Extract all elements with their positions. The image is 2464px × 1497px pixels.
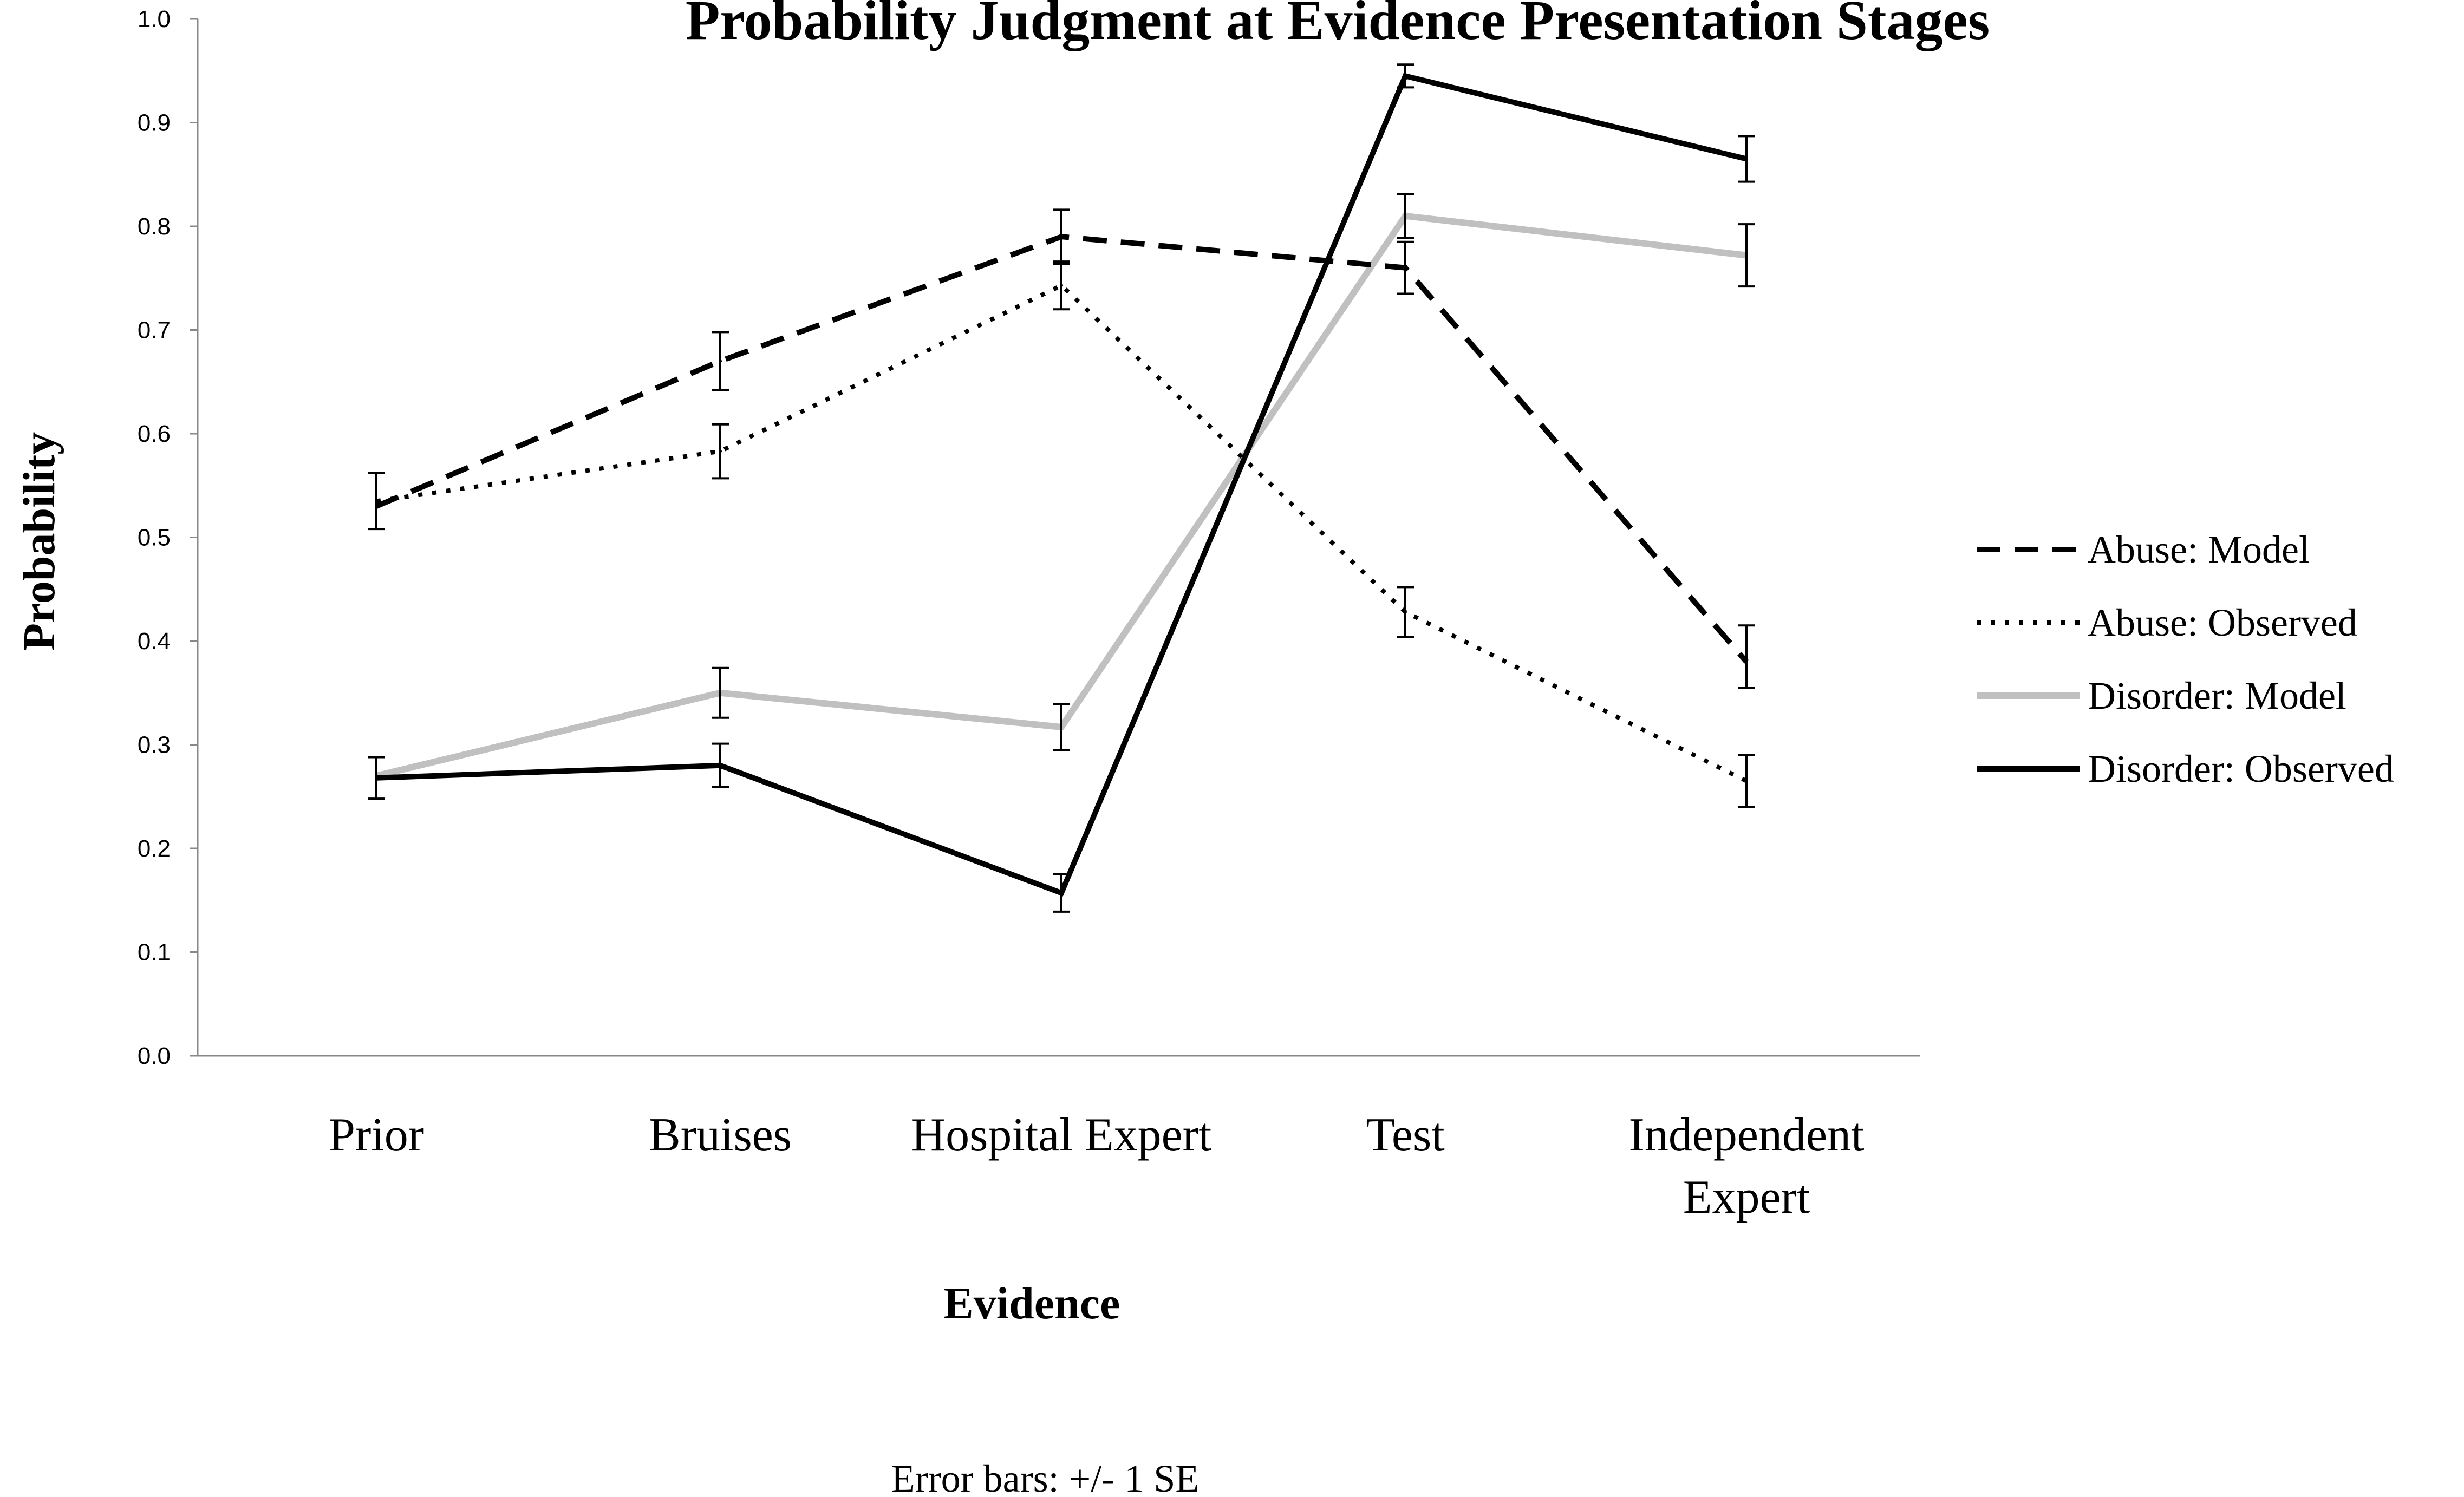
error-bar — [1738, 223, 1755, 288]
y-tick-label: 1.0 — [138, 6, 171, 32]
error-bar — [1738, 754, 1755, 808]
y-tick-label: 0.0 — [138, 1043, 171, 1069]
error-bar — [712, 423, 729, 480]
error-bar — [1738, 624, 1755, 689]
legend-label: Disorder: Observed — [2088, 747, 2394, 790]
legend-label: Abuse: Observed — [2088, 601, 2357, 644]
x-axis-title: Evidence — [943, 1278, 1120, 1329]
x-category-label: Prior — [329, 1109, 424, 1161]
y-tick-label: 0.3 — [138, 732, 171, 759]
legend-label: Abuse: Model — [2088, 528, 2310, 571]
legend-item: Disorder: Model — [1977, 674, 2346, 717]
error-bar — [368, 472, 385, 531]
error-bar — [1397, 586, 1414, 638]
y-tick-label: 0.8 — [138, 213, 171, 240]
y-tick-label: 0.7 — [138, 317, 171, 344]
y-ticks: 0.0 0.1 0.2 0.3 0.4 0.5 0.6 0.7 0.8 0.9 1.0 — [138, 6, 198, 1069]
error-bar — [712, 666, 729, 719]
error-bar — [1053, 703, 1070, 751]
x-category-label: Hospital Expert — [911, 1109, 1212, 1161]
y-tick-label: 0.5 — [138, 525, 171, 551]
error-bar — [1738, 135, 1755, 183]
y-axis-title: Probability — [14, 432, 64, 651]
x-category-label: Independent — [1629, 1109, 1865, 1161]
error-bar — [1397, 240, 1414, 295]
legend-label: Disorder: Model — [2088, 674, 2346, 717]
y-tick-label: 0.4 — [138, 628, 171, 655]
x-category-labels: Prior Bruises Hospital Expert Test Independe… — [329, 1109, 1864, 1224]
error-bar — [712, 331, 729, 391]
series-lines — [375, 73, 1749, 897]
legend-item: Disorder: Observed — [1977, 747, 2394, 790]
chart-title: Probability Judgment at Evidence Present… — [686, 0, 1990, 51]
error-bar — [1053, 208, 1070, 265]
plot-area: 0.0 0.1 0.2 0.3 0.4 0.5 0.6 0.7 0.8 0.9 1.0 Prior B… — [138, 6, 1920, 1224]
error-bar — [368, 756, 385, 800]
error-bar — [712, 742, 729, 789]
legend: Abuse: Model Abuse: Observed Disorder: Mod… — [1977, 528, 2394, 790]
error-bar-note: Error bars: +/- 1 SE — [891, 1457, 1199, 1497]
error-bars — [368, 63, 1755, 913]
y-tick-label: 0.1 — [138, 939, 171, 966]
x-category-label: Expert — [1683, 1171, 1810, 1224]
x-category-label: Test — [1366, 1109, 1444, 1161]
series-line-disorder-observed — [376, 73, 1748, 897]
y-tick-label: 0.6 — [138, 421, 171, 447]
legend-item: Abuse: Model — [1977, 528, 2310, 571]
error-bar — [1397, 63, 1414, 89]
legend-item: Abuse: Observed — [1977, 601, 2357, 644]
y-tick-label: 0.9 — [138, 110, 171, 136]
error-bar — [1397, 193, 1414, 239]
y-tick-label: 0.2 — [138, 835, 171, 862]
error-bar — [1053, 260, 1070, 311]
x-category-label: Bruises — [649, 1109, 792, 1161]
error-bar — [1053, 873, 1070, 913]
